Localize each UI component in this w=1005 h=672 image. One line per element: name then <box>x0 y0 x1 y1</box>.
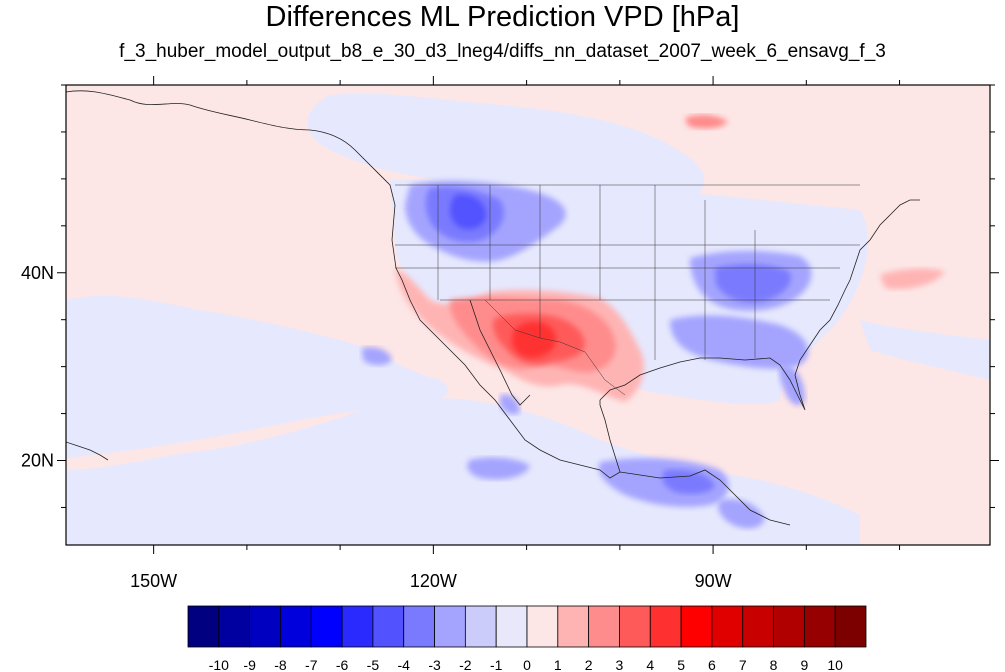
colorbar-label: -10 <box>209 657 229 672</box>
ohio-valley-negative-2 <box>715 263 791 303</box>
colorbar-bin <box>372 605 405 648</box>
colorbar-label: 7 <box>739 657 747 672</box>
map-plot-area <box>66 85 990 545</box>
lon-tick-label: 90W <box>695 571 732 591</box>
colorbar-bin <box>218 605 251 648</box>
colorbar-label: -3 <box>428 657 441 672</box>
plot-frame <box>65 84 991 546</box>
colorbar-label: 9 <box>800 657 808 672</box>
colorbar-bin <box>619 605 651 648</box>
coastlines <box>66 90 920 526</box>
colorbar-bin <box>310 605 343 648</box>
colorbar-label: -2 <box>459 657 472 672</box>
map-axes: 150W 120W 90W 40N 20N <box>21 76 999 591</box>
colorbar-bin <box>803 605 836 648</box>
pacific-south-negative <box>66 398 860 545</box>
northwest-negative-3 <box>450 194 487 230</box>
state-boundaries <box>395 184 860 396</box>
pacific-central-negative <box>66 295 448 458</box>
central-america-negative-2 <box>662 469 715 494</box>
negative-anomaly-strong <box>362 180 812 529</box>
southwest-positive-anomaly <box>395 114 945 402</box>
map-subtitle: f_3_huber_model_output_b8_e_30_d3_lneg4/… <box>119 41 886 62</box>
colorbar-bin <box>526 605 559 648</box>
mexico-pacific-negative <box>500 394 520 415</box>
map-title: Differences ML Prediction VPD [hPa] <box>265 1 740 33</box>
positive-anomaly-atlantic <box>880 268 945 290</box>
colorbar-bin <box>249 605 281 648</box>
colorbar-bin <box>341 605 374 648</box>
colorbar-bin <box>773 605 805 648</box>
lat-tick-label: 20N <box>21 451 54 471</box>
colorbar-bin <box>711 605 744 648</box>
colorbar-label: 4 <box>646 657 654 672</box>
colorbar-bin <box>649 605 682 648</box>
southeast-negative <box>670 315 809 369</box>
positive-anomaly-4 <box>512 321 557 359</box>
colorbar-label: 10 <box>827 657 843 672</box>
lon-tick-label: 150W <box>130 571 177 591</box>
hawaii-islands <box>66 441 109 461</box>
gulf-atlantic-coast <box>599 199 920 411</box>
colorbar-bin <box>557 605 590 648</box>
colorbar-label: 1 <box>554 657 562 672</box>
colorbar-label: -4 <box>398 657 411 672</box>
mexico-border <box>484 299 626 396</box>
colorbar-label: -5 <box>367 657 380 672</box>
colorbar-label: 6 <box>708 657 716 672</box>
mexico-gulf-coast <box>599 400 621 473</box>
lon-tick-label: 120W <box>410 571 457 591</box>
eastern-pacific-negative <box>467 457 530 480</box>
colorbar-label: -8 <box>274 657 287 672</box>
colorbar-bin <box>434 605 466 648</box>
lat-tick-label: 40N <box>21 263 54 283</box>
positive-anomaly-hudson <box>685 114 728 129</box>
baja-peninsula <box>469 299 531 406</box>
colorbar-bin <box>834 605 867 648</box>
colorbar-bin <box>403 605 435 648</box>
pacific-coast <box>66 90 791 526</box>
canada-negative <box>307 93 705 210</box>
colorbar-bin <box>187 605 220 648</box>
colorbar-bin <box>588 605 620 648</box>
colorbar-label: -9 <box>243 657 256 672</box>
colorbar-label: 2 <box>585 657 593 672</box>
baja-offshore-negative <box>362 347 392 366</box>
colorbar: -10 -9 -8 -7 -6 -5 -4 -3 -2 -1 0 1 2 3 4 5 6 7 8 9 10 <box>187 605 867 672</box>
colorbar-bin <box>495 605 528 648</box>
colorbar-label: 8 <box>770 657 778 672</box>
caribbean-negative <box>718 499 765 529</box>
colorbar-label: -6 <box>336 657 349 672</box>
colorbar-label: 0 <box>523 657 531 672</box>
colorbar-bin <box>742 605 774 648</box>
colorbar-label: -7 <box>305 657 318 672</box>
colorbar-bin <box>680 605 713 648</box>
colorbar-label: 5 <box>677 657 685 672</box>
colorbar-label: -1 <box>490 657 503 672</box>
colorbar-bin <box>464 605 497 648</box>
colorbar-label: 3 <box>616 657 624 672</box>
atlantic-negative <box>860 320 990 380</box>
colorbar-bin <box>280 605 312 648</box>
